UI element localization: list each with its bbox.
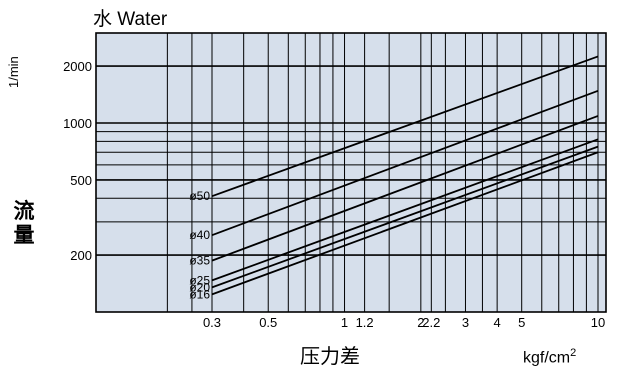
- series-label: ø50: [189, 189, 210, 203]
- axis-layer: 0.3 0.5 1 1.2 22.2 3 4 5 10 200 500 1000 2000: [63, 59, 605, 330]
- series-line: [211, 138, 599, 282]
- x-tick-label: 1: [341, 315, 348, 330]
- x-tick-label: 2.2: [422, 315, 440, 330]
- plot-background: [96, 33, 606, 312]
- plot-frame: [95, 32, 607, 313]
- x-tick-label: 5: [518, 315, 525, 330]
- y-tick-label: 500: [70, 173, 92, 188]
- y-tick-label: 200: [70, 248, 92, 263]
- y-tick-label: 2000: [63, 59, 92, 74]
- x-tick-label: 0.5: [259, 315, 277, 330]
- x-tick-label: 0.3: [203, 315, 221, 330]
- y-axis-label: 流量: [13, 200, 35, 247]
- x-axis-unit: kgf/cm2: [523, 347, 576, 367]
- series-line: [211, 151, 599, 296]
- series-line: [211, 89, 599, 237]
- series-label: ø40: [189, 228, 210, 242]
- y-tick-label: 1000: [63, 116, 92, 131]
- series-line: [211, 145, 599, 289]
- x-tick-label: 2: [417, 315, 424, 330]
- series-line: [211, 55, 599, 198]
- x-tick-label: 1.2: [356, 315, 374, 330]
- series-line: [211, 115, 599, 262]
- grid-layer: [95, 32, 607, 313]
- series-label: ø25: [189, 273, 210, 287]
- x-tick-label: 10: [591, 315, 605, 330]
- x-axis-unit-exponent: 2: [570, 347, 577, 359]
- series-label: ø35: [189, 254, 210, 268]
- series-label: ø16: [189, 287, 210, 301]
- x-tick-label: 4: [494, 315, 501, 330]
- x-tick-label: 3: [462, 315, 469, 330]
- chart-title: 水 Water: [93, 9, 168, 30]
- series-label: ø20: [189, 280, 210, 294]
- x-axis-unit-base: kgf/cm: [523, 349, 571, 367]
- x-axis-label: 压力差: [300, 346, 360, 368]
